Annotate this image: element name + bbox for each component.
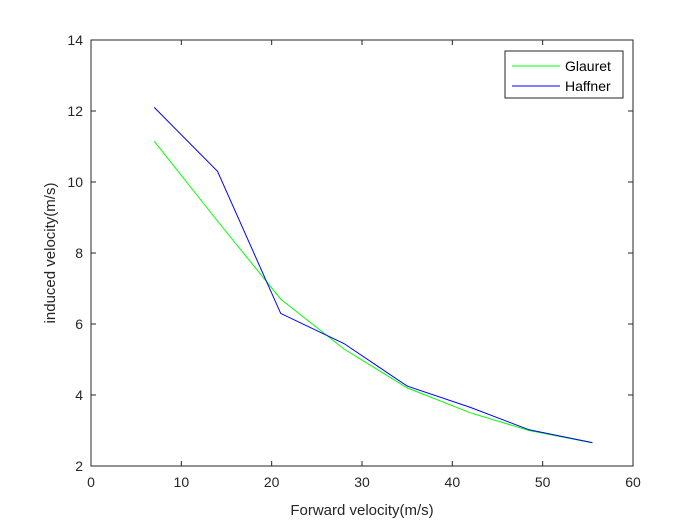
legend-box [504, 50, 624, 99]
ticks: 0 10 20 30 40 50 60 2 4 6 8 10 12 14 [67, 32, 641, 490]
x-tick-label: 0 [87, 474, 95, 490]
x-tick-label: 40 [445, 474, 461, 490]
legend: Glauret Haffner [504, 50, 624, 99]
y-tick-label: 4 [75, 387, 83, 403]
series-line-haffner [153, 107, 593, 444]
x-axis-label: Forward velocity(m/s) [290, 502, 433, 519]
x-tick-label: 30 [354, 474, 370, 490]
x-tick-label: 20 [264, 474, 280, 490]
y-tick-label: 14 [67, 32, 83, 48]
y-tick-label: 2 [75, 458, 83, 474]
x-tick-label: 50 [535, 474, 551, 490]
series-line-glauret [153, 140, 593, 444]
y-tick-label: 12 [67, 103, 83, 119]
legend-entry-haffner: Haffner [565, 78, 611, 94]
y-tick-label: 8 [75, 245, 83, 261]
plot-area [91, 40, 633, 466]
x-tick-label: 60 [625, 474, 641, 490]
y-axis-label: induced velocity(m/s) [42, 183, 59, 324]
y-tick-label: 10 [67, 174, 83, 190]
series-layer [153, 107, 593, 444]
legend-entry-glauret: Glauret [565, 58, 611, 74]
y-tick-label: 6 [75, 316, 83, 332]
x-tick-label: 10 [174, 474, 190, 490]
